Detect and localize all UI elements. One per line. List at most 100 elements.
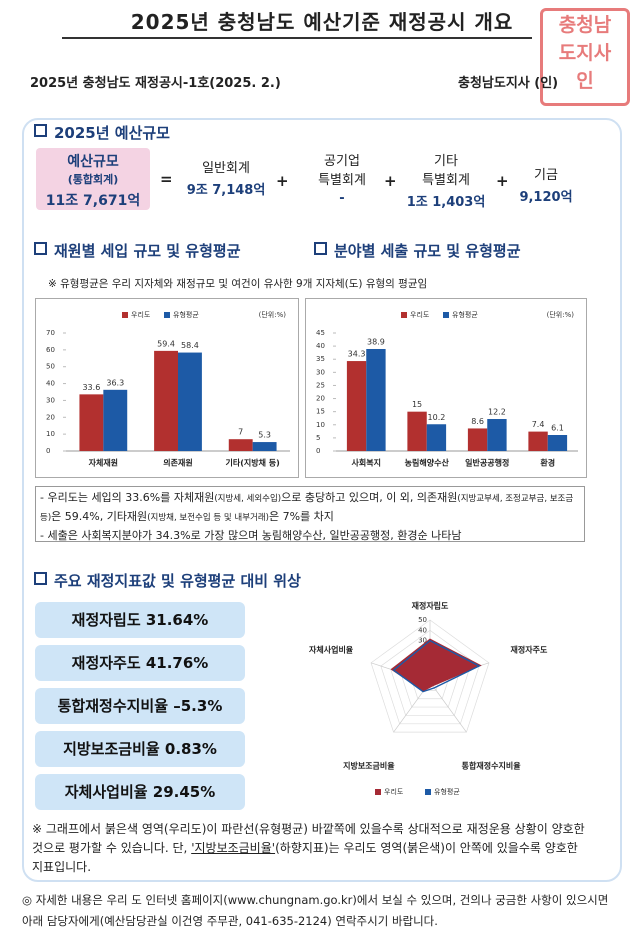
data-label: 15: [412, 400, 422, 409]
data-label: 6.1: [551, 424, 564, 433]
y-tick-label: 10: [316, 421, 325, 429]
data-label: 36.3: [106, 378, 124, 387]
frame: [22, 118, 622, 882]
x-tick-label: 일반공공행정: [465, 458, 509, 468]
section-heading: 2025년 예산규모: [34, 122, 170, 143]
bar: [154, 350, 178, 451]
bar: [79, 394, 104, 451]
data-label: 5.3: [258, 431, 271, 440]
bar: [103, 389, 128, 451]
y-tick-label: 20: [46, 413, 55, 421]
operator: =: [160, 170, 173, 188]
title-rule: [62, 37, 532, 39]
item-label: 공기업: [324, 154, 360, 169]
issue: 2025년 충청남도 재정공시-1호(2025. 2.): [30, 76, 281, 91]
text: (지방교부세, 조정교부금, 보조금 등): [40, 494, 574, 523]
stamp-line: 충청남: [558, 14, 612, 36]
section-heading: 주요 재정지표값 및 유형평균 대비 위상: [34, 570, 301, 591]
y-tick-label: 15: [316, 408, 325, 416]
x-tick-label: 사회복지: [352, 458, 381, 468]
y-tick-label: 5: [316, 434, 320, 442]
stamp: 충청남 도지사 인: [540, 8, 630, 106]
indicator: 재정자립도 31.64%: [35, 602, 245, 638]
y-tick-label: 50: [46, 363, 55, 371]
axis-label: 재정자립도: [412, 601, 449, 611]
x-tick-label: 환경: [540, 458, 555, 468]
item-label: 특별회계: [422, 173, 470, 188]
r-tick-label: 30: [418, 637, 427, 645]
budget-item: 기타 특별회계 1조 1,403억: [396, 150, 496, 210]
x-tick-label: 자체재원: [89, 458, 118, 468]
bullet: - 우리도는 세입의 33.6%를 자체재원(지방세, 세외수입)으로 충당하고…: [40, 489, 580, 527]
indicator: 통합재정수지비율 –5.3%: [35, 688, 245, 724]
outline: [392, 639, 481, 693]
type-note: ※ 유형평균은 우리 지자체와 재정규모 및 여건이 유사한 9개 지자체(도)…: [48, 278, 428, 290]
total-value: 11조 7,671억: [45, 193, 141, 209]
axis-label: 자체사업비율: [309, 644, 354, 654]
expenditure-chart: 0 5 10 15 20 25 30 35 40 45 사회복지 34.338.9 농림해양수산 15 10…: [305, 298, 587, 478]
bar: [487, 419, 507, 451]
y-tick-label: 25: [316, 381, 325, 389]
radar-note: ※ 그래프에서 붉은색 영역(우리도)이 파란선(유형평균) 바깥쪽에 있을수록…: [32, 820, 592, 877]
bar: [252, 442, 277, 451]
total-box: 예산규모 (통합회계) 11조 7,671억: [36, 148, 150, 210]
revenue-chart: 0 10 20 30 40 50 60 70 자체재원 33.6 36.3 의존재원 59.4 58.4 기…: [35, 298, 299, 478]
text: 은 7%를 차지: [269, 510, 334, 523]
y-tick-label: 30: [46, 396, 55, 404]
indicator: 지방보조금비율 0.83%: [35, 731, 245, 767]
issuer: 충청남도지사 (인): [458, 76, 559, 91]
data-label: 10.2: [428, 413, 446, 422]
item-value: 9,120억: [519, 190, 573, 205]
data-label: 34.3: [348, 350, 366, 359]
budget-item: 공기업 특별회계 -: [292, 150, 392, 206]
y-tick-label: 0: [46, 447, 50, 455]
operator: +: [496, 172, 509, 190]
y-tick-label: 70: [46, 329, 55, 337]
text: (지방채, 보전수입 등 및 내부거래): [147, 513, 269, 523]
item-label: 특별회계: [318, 173, 366, 188]
data-label: 12.2: [488, 408, 506, 417]
radar-chart: -1001020304050재정자립도재정자주도통합재정수지비율지방보조금비율자…: [309, 601, 548, 797]
legend-swatch: [401, 312, 407, 318]
data-label: 7: [238, 428, 243, 437]
y-tick-label: 45: [316, 329, 325, 337]
bar: [228, 439, 253, 451]
bar: [426, 424, 447, 451]
legend-label: 유형평균: [173, 310, 199, 319]
legend-label: 우리도: [410, 310, 430, 319]
y-tick-label: 60: [46, 346, 55, 354]
operator: +: [384, 172, 397, 190]
r-tick-label: 40: [418, 626, 427, 634]
x-tick-label: 기타(지방채 등): [226, 458, 280, 468]
title: 2025년 충청남도 예산기준 재정공시 개요: [130, 10, 514, 34]
bar: [547, 435, 568, 451]
axis-label: 지방보조금비율: [343, 761, 395, 771]
text: - 우리도는 세입의 33.6%를 자체재원: [40, 491, 215, 504]
y-tick-label: 0: [316, 447, 320, 455]
summary: - 우리도는 세입의 33.6%를 자체재원(지방세, 세외수입)으로 충당하고…: [35, 486, 585, 542]
y-tick-label: 10: [46, 430, 55, 438]
indicator: 자체사업비율 29.45%: [35, 774, 245, 810]
grid-line: [370, 619, 490, 733]
item-label: 기타: [434, 154, 458, 169]
x-tick-label: 의존재원: [163, 458, 192, 468]
legend-label: 유형평균: [452, 310, 478, 319]
unit-label: (단위:%): [259, 310, 287, 319]
axis-label: 재정자주도: [511, 644, 548, 654]
text: '지방보조금비율': [191, 841, 276, 855]
total-sub: (통합회계): [67, 173, 119, 186]
data-label: 33.6: [82, 383, 100, 392]
data-label: 8.6: [471, 417, 484, 426]
y-tick-label: 30: [316, 368, 325, 376]
item-value: 1조 1,403억: [406, 195, 486, 210]
text: 으로 충당하고 있으며, 이 외, 의존재원: [281, 491, 458, 504]
bar: [467, 428, 488, 451]
data-label: 38.9: [367, 337, 385, 346]
operator: +: [276, 172, 289, 190]
text: (하향지표)는 우리도 영역(붉은색)이 안쪽에 있을수록 양호한 지표입니다.: [32, 841, 578, 874]
total-label: 예산규모: [67, 154, 119, 170]
item-label: 기금: [534, 168, 558, 183]
bar: [346, 361, 367, 451]
text: 은 59.4%, 기타재원: [51, 510, 148, 523]
